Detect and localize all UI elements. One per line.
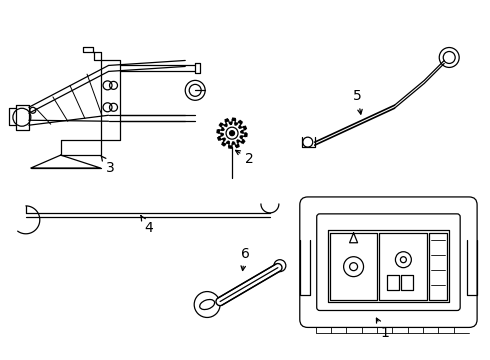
Text: 4: 4 — [141, 216, 153, 235]
Text: 2: 2 — [236, 150, 254, 166]
Text: 6: 6 — [241, 247, 249, 270]
Text: 5: 5 — [353, 89, 362, 114]
Circle shape — [229, 131, 235, 136]
Text: 3: 3 — [101, 156, 115, 175]
Text: 1: 1 — [376, 318, 389, 341]
